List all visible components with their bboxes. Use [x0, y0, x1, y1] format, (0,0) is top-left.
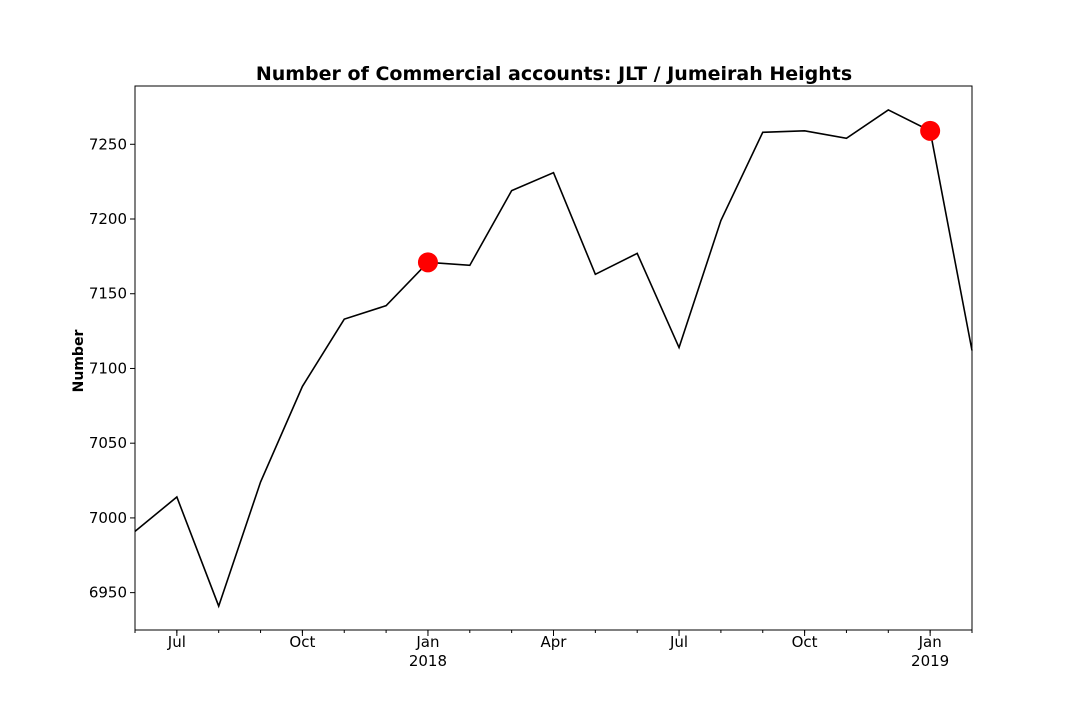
- x-tick-label: Jan: [918, 633, 942, 651]
- x-tick-year-label: 2018: [409, 652, 447, 670]
- highlight-marker: [920, 120, 941, 141]
- y-tick-label: 7200: [89, 210, 127, 228]
- y-tick-label: 7050: [89, 434, 127, 452]
- y-tick-label: 6950: [89, 584, 127, 602]
- x-tick-label: Oct: [792, 633, 818, 651]
- highlight-marker: [417, 252, 438, 273]
- x-tick-label: Jul: [167, 633, 186, 651]
- series-layer: [134, 108, 973, 609]
- highlight-markers: [417, 120, 941, 273]
- x-tick-year-label: 2019: [911, 652, 949, 670]
- x-tick-label: Apr: [541, 633, 568, 651]
- y-tick-label: 7150: [89, 285, 127, 303]
- x-tick-label: Oct: [289, 633, 315, 651]
- y-axis-label: Number: [71, 330, 87, 393]
- plot-area-frame: [134, 85, 973, 631]
- y-tick-label: 7250: [89, 135, 127, 153]
- series-line: [134, 108, 973, 609]
- y-tick-label: 7000: [89, 509, 127, 527]
- chart-title: Number of Commercial accounts: JLT / Jum…: [256, 63, 852, 85]
- x-tick-label: Jan: [415, 633, 439, 651]
- y-tick-label: 7100: [89, 359, 127, 377]
- x-tick-label: Jul: [669, 633, 688, 651]
